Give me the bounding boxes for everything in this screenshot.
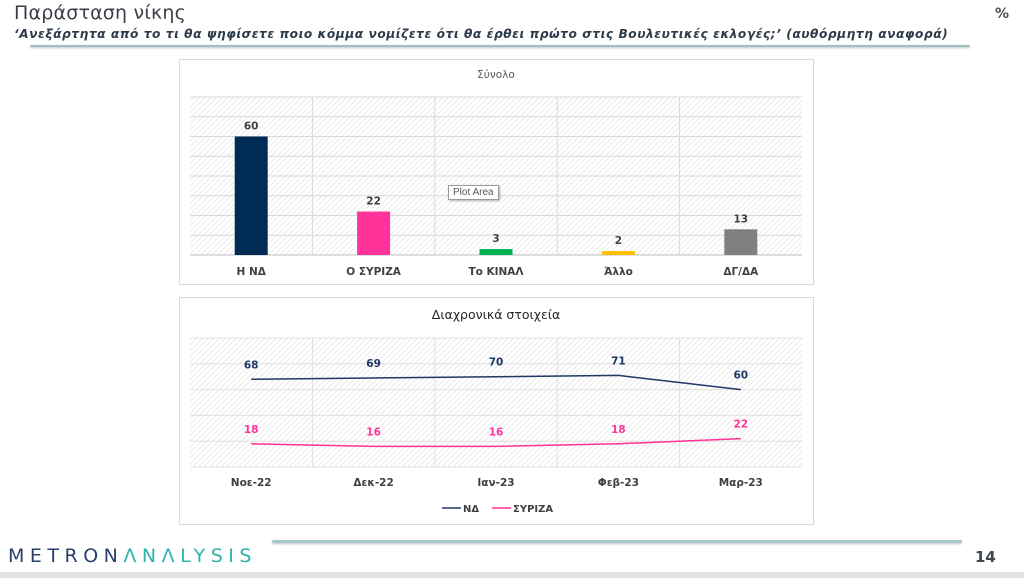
- line-category-label: Φεβ-23: [598, 477, 639, 489]
- metron-analysis-logo: METRONΛNΛLYSIS: [8, 545, 257, 567]
- line-series-nd[interactable]: [251, 374, 741, 391]
- line-value-label: 18: [611, 424, 626, 436]
- line-value-label: 22: [733, 419, 748, 431]
- logo-part-analysis: ΛNΛLYSIS: [123, 545, 257, 567]
- legend-label-syriza: ΣΥΡΙΖΑ: [513, 504, 553, 515]
- line-chart-title: Διαχρονικά στοιχεία: [432, 307, 560, 322]
- line-value-label: 60: [733, 370, 748, 382]
- question-text: ‘Ανεξάρτητα από το τι θα ψηφίσετε ποιο κ…: [14, 27, 949, 41]
- bar-chart-panel[interactable]: Σύνολο 60 22 3 2 13 Η ΝΔ Ο ΣΥΡΙΖΑ Το ΚΙΝΑΛ Άλλο…: [179, 59, 814, 285]
- logo-part-metron: METRON: [8, 545, 124, 567]
- footer-divider: [272, 540, 962, 543]
- bar-2[interactable]: [357, 211, 391, 255]
- line-value-label: 68: [244, 359, 259, 371]
- bar-category-label: Άλλο: [604, 266, 633, 278]
- bar-value-label: 13: [733, 213, 748, 225]
- bar-value-label: 60: [244, 121, 259, 133]
- bar-category-label: Το ΚΙΝΑΛ: [468, 266, 524, 278]
- legend-label-nd: ΝΔ: [463, 504, 479, 515]
- bar-value-label: 2: [615, 235, 622, 247]
- bar-chart-title: Σύνολο: [477, 69, 515, 81]
- bar-1[interactable]: [234, 136, 268, 256]
- line-value-label: 70: [489, 357, 504, 369]
- line-chart: Διαχρονικά στοιχεία 68 69 70 71 60 18 16 16 18 22…: [190, 307, 802, 515]
- bar-value-label: 22: [366, 196, 381, 208]
- bar-category-label: Η ΝΔ: [237, 266, 267, 278]
- plot-area-tooltip: Plot Area: [448, 185, 499, 200]
- bar-3[interactable]: [479, 249, 513, 255]
- line-category-label: Μαρ-23: [719, 477, 763, 489]
- line-value-label: 18: [244, 424, 259, 436]
- line-chart-panel[interactable]: Διαχρονικά στοιχεία 68 69 70 71 60 18 16 16 18 22…: [179, 297, 814, 525]
- bar-4[interactable]: [601, 251, 635, 255]
- line-series-syriza[interactable]: [251, 437, 741, 448]
- bar-value-label: 3: [492, 233, 499, 245]
- line-chart-legend: ΝΔ ΣΥΡΙΖΑ: [442, 504, 553, 515]
- bar-chart: Σύνολο 60 22 3 2 13 Η ΝΔ Ο ΣΥΡΙΖΑ Το ΚΙΝΑΛ Άλλο…: [190, 69, 802, 278]
- line-category-label: Ιαν-23: [477, 477, 514, 489]
- line-category-label: Νοε-22: [231, 477, 272, 489]
- page-title: Παράσταση νίκης: [14, 2, 186, 24]
- bar-5[interactable]: [724, 229, 758, 255]
- bar-category-label: ΔΓ/ΔΑ: [723, 266, 759, 278]
- line-value-label: 16: [489, 426, 504, 438]
- line-value-label: 16: [366, 426, 381, 438]
- header-divider: [30, 45, 970, 47]
- page-number: 14: [975, 548, 996, 566]
- line-value-label: 71: [611, 355, 626, 367]
- line-value-label: 69: [366, 358, 381, 370]
- line-plot-area[interactable]: [190, 338, 802, 467]
- line-category-label: Δεκ-22: [353, 477, 393, 489]
- bar-category-label: Ο ΣΥΡΙΖΑ: [346, 266, 402, 278]
- bottom-bar: [0, 572, 1024, 578]
- unit-label: %: [995, 6, 1010, 22]
